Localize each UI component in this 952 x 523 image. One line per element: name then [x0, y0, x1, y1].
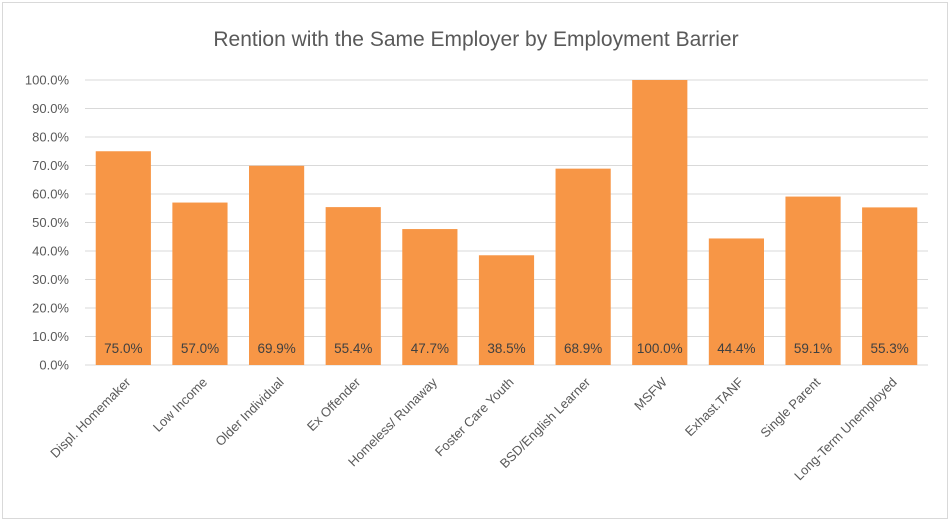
x-tick-label: Low Income — [150, 375, 210, 435]
data-label: 75.0% — [104, 341, 142, 356]
bar — [708, 238, 764, 365]
y-tick-label: 40.0% — [32, 244, 69, 259]
y-tick-label: 80.0% — [32, 130, 69, 145]
y-tick-label: 20.0% — [32, 301, 69, 316]
x-tick-label: Older Individual — [212, 374, 287, 449]
bar — [632, 80, 688, 365]
x-tick-label: Ex Offender — [304, 374, 364, 434]
bar — [402, 229, 458, 365]
x-tick-label: Foster Care Youth — [432, 375, 517, 460]
bar — [555, 168, 611, 365]
y-tick-label: 0.0% — [39, 358, 69, 373]
data-label: 44.4% — [717, 341, 755, 356]
bar — [862, 207, 918, 365]
y-tick-label: 70.0% — [32, 158, 69, 173]
data-label: 38.5% — [487, 341, 525, 356]
data-label: 68.9% — [564, 341, 602, 356]
data-label: 69.9% — [257, 341, 295, 356]
x-tick-label: MSFW — [631, 374, 670, 413]
y-tick-label: 10.0% — [32, 329, 69, 344]
bar — [478, 255, 535, 365]
data-label: 100.0% — [637, 341, 683, 356]
data-label: 57.0% — [181, 341, 219, 356]
data-label: 59.1% — [794, 341, 832, 356]
bar — [172, 202, 228, 365]
y-tick-label: 60.0% — [32, 187, 69, 202]
bar — [785, 196, 841, 365]
y-tick-label: 30.0% — [32, 272, 69, 287]
bar — [325, 207, 381, 365]
y-tick-label: 100.0% — [25, 73, 70, 88]
bar — [95, 151, 151, 365]
x-tick-label: Displ. Homemaker — [47, 374, 134, 461]
data-label: 55.3% — [871, 341, 909, 356]
y-tick-label: 90.0% — [32, 101, 69, 116]
data-label: 55.4% — [334, 341, 372, 356]
y-tick-label: 50.0% — [32, 215, 69, 230]
chart-title: Rention with the Same Employer by Employ… — [213, 28, 739, 51]
x-tick-label: Single Parent — [757, 374, 823, 440]
bar — [249, 165, 305, 365]
x-tick-label: Exhast.TANF — [682, 374, 747, 439]
data-label: 47.7% — [411, 341, 449, 356]
